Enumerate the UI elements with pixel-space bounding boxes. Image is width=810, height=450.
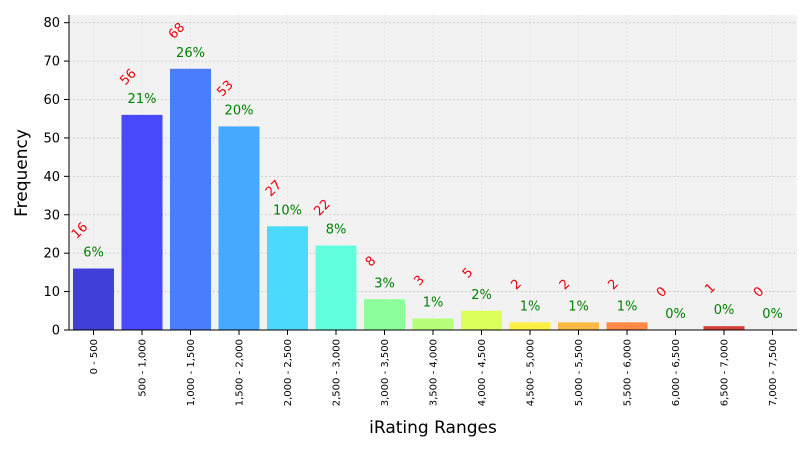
percent-labels: 6% 21% 26% 20% 10% 8% 3% 1% 2% 1% 1% 1% 0% 0% 0% [83,46,783,322]
bar [267,226,308,330]
x-axis-title: iRating Ranges [369,418,497,438]
x-tick-label: 500 - 1,000 [138,339,149,397]
x-ticks: 0 - 500 500 - 1,000 1,000 - 1,500 1,500 - 2… [89,330,779,406]
x-tick-label: 5,500 - 6,000 [623,339,634,406]
percent-label: 0% [762,307,783,322]
bar [315,245,357,330]
bar [170,68,211,330]
x-tick-label: 1,500 - 2,000 [235,339,246,406]
bar [606,322,648,330]
bar [364,299,405,330]
x-tick-label: 4,000 - 4,500 [477,339,488,406]
y-tick-label: 60 [43,93,60,108]
bar [412,318,454,330]
x-tick-label: 4,500 - 5,000 [526,339,537,406]
percent-label: 3% [374,276,395,291]
percent-label: 0% [714,303,735,318]
bar [218,126,260,330]
y-tick-label: 80 [43,16,60,31]
x-tick-label: 3,000 - 3,500 [380,339,391,406]
x-tick-label: 6,000 - 6,500 [671,339,682,406]
y-tick-label: 70 [43,55,60,70]
bar [121,114,163,330]
percent-label: 10% [273,203,302,218]
bar [461,310,502,330]
percent-label: 1% [568,299,589,314]
percent-label: 2% [471,288,492,303]
bar [558,322,599,330]
x-tick-label: 7,000 - 7,500 [768,339,779,406]
percent-label: 1% [423,295,444,310]
percent-label: 6% [83,246,104,261]
bar [73,268,114,330]
percent-label: 8% [326,222,347,237]
bar [703,326,745,330]
x-tick-label: 6,500 - 7,000 [720,339,731,406]
y-tick-label: 40 [43,170,60,185]
y-ticks: 0 10 20 30 40 50 60 70 80 [43,16,69,339]
x-tick-label: 3,500 - 4,000 [429,339,440,406]
y-tick-label: 50 [43,131,60,146]
percent-label: 21% [128,92,157,107]
percent-label: 1% [520,299,541,314]
y-axis-title: Frequency [12,129,32,217]
x-tick-label: 1,000 - 1,500 [186,339,197,406]
x-tick-label: 2,500 - 3,000 [332,339,343,406]
y-tick-label: 0 [52,324,60,339]
x-tick-label: 2,000 - 2,500 [283,339,294,406]
x-tick-label: 5,000 - 5,500 [574,339,585,406]
percent-label: 20% [225,103,254,118]
bar [509,322,551,330]
y-tick-label: 20 [43,247,60,262]
percent-label: 0% [665,307,686,322]
x-tick-label: 0 - 500 [89,339,100,374]
y-tick-label: 30 [43,208,60,223]
percent-label: 26% [176,46,205,61]
bars [73,68,745,330]
y-tick-label: 10 [43,285,60,300]
percent-label: 1% [617,299,638,314]
